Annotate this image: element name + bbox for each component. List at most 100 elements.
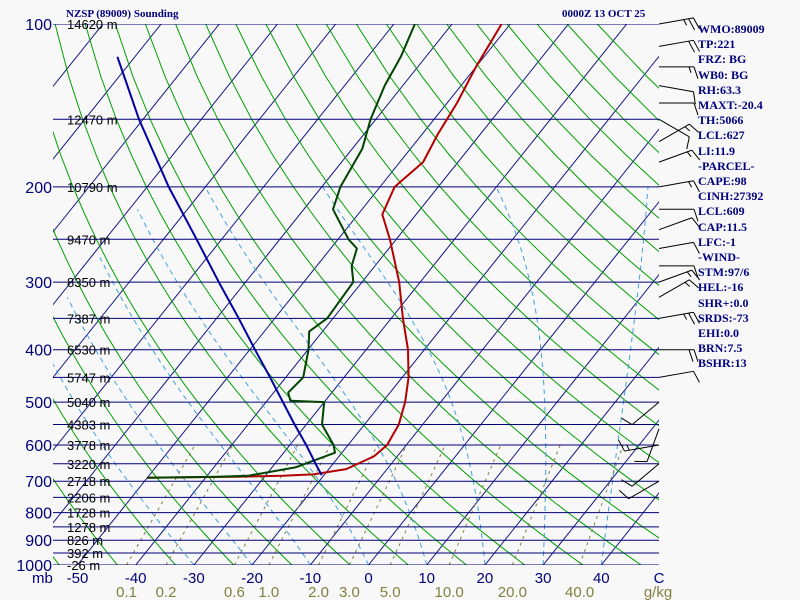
- isotherm-line: [53, 24, 395, 451]
- height-label: 8350 m: [67, 275, 110, 290]
- stats-panel: WMO:89009 TP:221 FRZ: BG WB0: BG RH:63.3 MAXT…: [698, 22, 798, 372]
- pressure-tick-label: 500: [25, 395, 52, 412]
- wind-barb: [659, 349, 699, 362]
- mixing-ratio-line: [579, 444, 624, 565]
- pressure-tick-label: 700: [25, 474, 52, 491]
- height-label: 6530 m: [67, 343, 110, 358]
- wind-barb: [658, 180, 700, 193]
- isotherm-line: [426, 273, 659, 565]
- isotherm-line: [53, 24, 453, 524]
- pressure-tick-label: 900: [25, 533, 52, 550]
- temperature-tick-label: -10: [299, 570, 321, 587]
- height-label: 4383 m: [67, 418, 110, 433]
- mixing-ratio-tick-label: 20.0: [498, 584, 527, 600]
- mixing-ratio-tick-label: 40.0: [565, 584, 594, 600]
- wind-barb: [621, 463, 660, 487]
- wind-barb: [618, 439, 660, 452]
- stat-item: TP:221: [698, 37, 736, 52]
- wind-barb: [658, 217, 701, 231]
- mixing-ratio-line: [268, 444, 331, 565]
- stat-item: RH:63.3: [698, 82, 741, 97]
- wind-barbs: [618, 17, 701, 500]
- mixing-ratio-line: [389, 444, 446, 565]
- pressure-tick-label: 300: [25, 275, 52, 292]
- temperature-tick-label: -20: [241, 570, 263, 587]
- mixing-ratio-lines: [126, 444, 624, 565]
- stat-item: CAP:11.5: [698, 219, 747, 234]
- isotherm-line: [53, 24, 220, 233]
- height-label: 2206 m: [67, 490, 110, 505]
- temperature-tick-label: -50: [67, 570, 89, 587]
- moist-adiabat-line: [53, 363, 195, 565]
- parcel-profile-line: [116, 56, 323, 476]
- isotherm-line: [53, 24, 162, 160]
- mixing-ratio-line: [511, 444, 561, 565]
- temperature-tick-label: 30: [535, 570, 552, 587]
- pressure-tick-label: 200: [25, 180, 52, 197]
- stat-item: WB0: BG: [698, 67, 749, 82]
- stat-item: SHR+:0.0: [698, 295, 749, 310]
- isotherm-line: [53, 24, 337, 379]
- temperature-tick-label: 20: [477, 570, 494, 587]
- wind-barb: [618, 480, 660, 500]
- temperature-tick-label: -30: [183, 570, 205, 587]
- wind-barb: [658, 370, 700, 383]
- dewpoint-profile-line: [147, 24, 416, 479]
- height-label: 14620 m: [67, 17, 118, 32]
- moist-adiabat-line: [204, 186, 428, 565]
- stat-item: HEL:-16: [698, 280, 744, 295]
- temperature-tick-label: 0: [364, 570, 372, 587]
- height-label: 1278 m: [67, 520, 110, 535]
- stat-item: LCL:609: [698, 204, 745, 219]
- stat-item: LCL:627: [698, 128, 745, 143]
- temperature-unit-label: C: [654, 570, 665, 587]
- mixing-ratio-tick-label: 2.0: [308, 584, 329, 600]
- height-label: 3778 m: [67, 438, 110, 453]
- height-label: 392 m: [67, 546, 103, 561]
- height-label: 826 m: [67, 533, 103, 548]
- stat-item: FRZ: BG: [698, 52, 747, 67]
- temperature-tick-label: -40: [125, 570, 147, 587]
- temperature-profile-line: [147, 24, 503, 479]
- height-label: 5747 m: [67, 370, 110, 385]
- height-label: 12470 m: [67, 112, 118, 127]
- isotherm-line: [484, 346, 659, 565]
- isotherm-line: [193, 24, 628, 565]
- wind-barb: [658, 123, 700, 143]
- mixing-ratio-tick-label: 0.1: [116, 584, 137, 600]
- height-label: 3220 m: [67, 457, 110, 472]
- profile-lines: [116, 24, 503, 479]
- mixing-ratio-line: [233, 444, 299, 565]
- pressure-tick-label: 800: [25, 506, 52, 523]
- stat-item: CINH:27392: [698, 189, 764, 204]
- moist-adiabat-line: [495, 186, 547, 565]
- wind-barb: [658, 241, 700, 254]
- wind-barb: [634, 428, 660, 463]
- isobar-lines: [53, 24, 659, 565]
- isotherm-line: [542, 419, 659, 565]
- wind-barb: [658, 279, 700, 298]
- mixing-ratio-tick-label: 10.0: [435, 584, 464, 600]
- temperature-tick-label: 10: [418, 570, 435, 587]
- height-label: 1728 m: [67, 506, 110, 521]
- wind-barb: [659, 102, 699, 116]
- stat-item: TH:5066: [698, 113, 744, 128]
- wind-barb: [658, 149, 701, 163]
- height-label: 5040 m: [67, 395, 110, 410]
- mixing-ratio-line: [448, 444, 502, 565]
- dry-adiabat-line: [175, 24, 642, 565]
- moist-adiabat-line: [66, 297, 253, 565]
- dry-adiabat-line: [0, 24, 1, 565]
- wind-barb: [658, 39, 700, 53]
- isotherm-line: [135, 24, 569, 565]
- height-label: 2718 m: [67, 474, 110, 489]
- wind-barb: [659, 66, 699, 79]
- stat-item: EHI:0.0: [698, 326, 740, 341]
- pressure-tick-label: 600: [25, 438, 52, 455]
- height-label: 7387 m: [67, 311, 110, 326]
- isotherm-line: [309, 128, 659, 565]
- wind-barb: [659, 208, 699, 222]
- pressure-tick-label: 100: [25, 17, 52, 34]
